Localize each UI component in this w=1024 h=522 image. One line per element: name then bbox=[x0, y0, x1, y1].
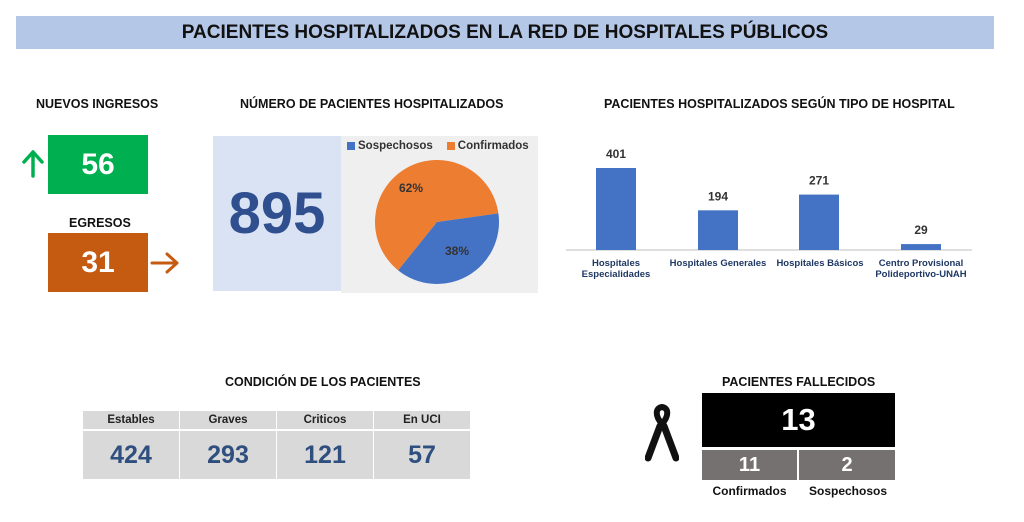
fallecidos-sospechosos-label: Sospechosos bbox=[808, 484, 888, 498]
pie-label-confirmados: 62% bbox=[399, 181, 423, 195]
bar-value-label: 271 bbox=[809, 174, 829, 188]
fallecidos-total: 13 bbox=[702, 393, 895, 447]
ingresos-label: NUEVOS INGRESOS bbox=[36, 97, 159, 111]
bar-chart: 401 194 271 29 bbox=[566, 147, 972, 251]
legend-label-sospechosos: Sospechosos bbox=[358, 140, 433, 152]
bar-category-label: Centro Provisional Polideportivo-UNAH bbox=[875, 258, 967, 281]
fallecidos-title: PACIENTES FALLECIDOS bbox=[722, 375, 876, 389]
hospitalizados-label: NÚMERO DE PACIENTES HOSPITALIZADOS bbox=[240, 97, 504, 111]
condicion-col-criticos: Criticos 121 bbox=[277, 411, 373, 479]
arrow-right-icon bbox=[150, 252, 179, 274]
bar-4 bbox=[901, 244, 941, 250]
pie-legend: Sospechosos Confirmados bbox=[347, 140, 529, 152]
condicion-header: Graves bbox=[180, 411, 276, 429]
fallecidos-sospechosos-value: 2 bbox=[799, 450, 895, 480]
egresos-label: EGRESOS bbox=[69, 216, 131, 230]
bar-2 bbox=[698, 210, 738, 250]
pie-slice-confirmados bbox=[375, 160, 499, 271]
bar-1 bbox=[596, 168, 636, 250]
condicion-col-uci: En UCI 57 bbox=[374, 411, 470, 479]
condicion-value: 57 bbox=[374, 431, 470, 479]
mourning-ribbon-icon bbox=[645, 404, 679, 462]
pie-slice-sospechosos bbox=[398, 213, 500, 285]
bar-value-label: 29 bbox=[914, 223, 928, 237]
bar-value-label: 194 bbox=[708, 189, 728, 203]
legend-item-sospechosos: Sospechosos bbox=[347, 140, 433, 152]
legend-swatch-sospechosos bbox=[347, 142, 355, 150]
legend-label-confirmados: Confirmados bbox=[457, 140, 529, 152]
pie-chart: 62% 38% bbox=[375, 160, 500, 285]
condicion-col-estables: Estables 424 bbox=[83, 411, 179, 479]
bar-category-label: Hospitales Especialidades bbox=[581, 258, 651, 281]
fallecidos-confirmados-label: Confirmados bbox=[712, 484, 787, 498]
condicion-value: 424 bbox=[83, 431, 179, 479]
condicion-value: 293 bbox=[180, 431, 276, 479]
legend-swatch-confirmados bbox=[446, 142, 455, 150]
condicion-header: Estables bbox=[83, 411, 179, 429]
hospitalizados-total: 895 bbox=[213, 136, 341, 291]
condicion-table: Estables 424 Graves 293 Criticos 121 En … bbox=[83, 411, 470, 479]
ingresos-tile: 56 bbox=[48, 135, 148, 194]
legend-item-confirmados: Confirmados bbox=[446, 140, 529, 152]
bar-chart-title: PACIENTES HOSPITALIZADOS SEGÚN TIPO DE H… bbox=[604, 97, 955, 111]
condicion-value: 121 bbox=[277, 431, 373, 479]
egresos-tile: 31 bbox=[48, 233, 148, 292]
condicion-header: Criticos bbox=[277, 411, 373, 429]
dashboard-title: PACIENTES HOSPITALIZADOS EN LA RED DE HO… bbox=[16, 16, 994, 49]
fallecidos-confirmados-value: 11 bbox=[702, 450, 797, 480]
bar-value-label: 401 bbox=[606, 147, 626, 161]
condicion-col-graves: Graves 293 bbox=[180, 411, 276, 479]
condicion-header: En UCI bbox=[374, 411, 470, 429]
arrow-up-icon bbox=[22, 150, 44, 178]
condicion-title: CONDICIÓN DE LOS PACIENTES bbox=[225, 375, 421, 389]
pie-panel: Sospechosos Confirmados 62% 38% bbox=[341, 136, 538, 293]
bar-3 bbox=[799, 194, 839, 250]
bar-category-label: Hospitales Básicos bbox=[776, 258, 864, 269]
bar-category-label: Hospitales Generales bbox=[669, 258, 767, 269]
pie-label-sospechosos: 38% bbox=[445, 244, 469, 258]
